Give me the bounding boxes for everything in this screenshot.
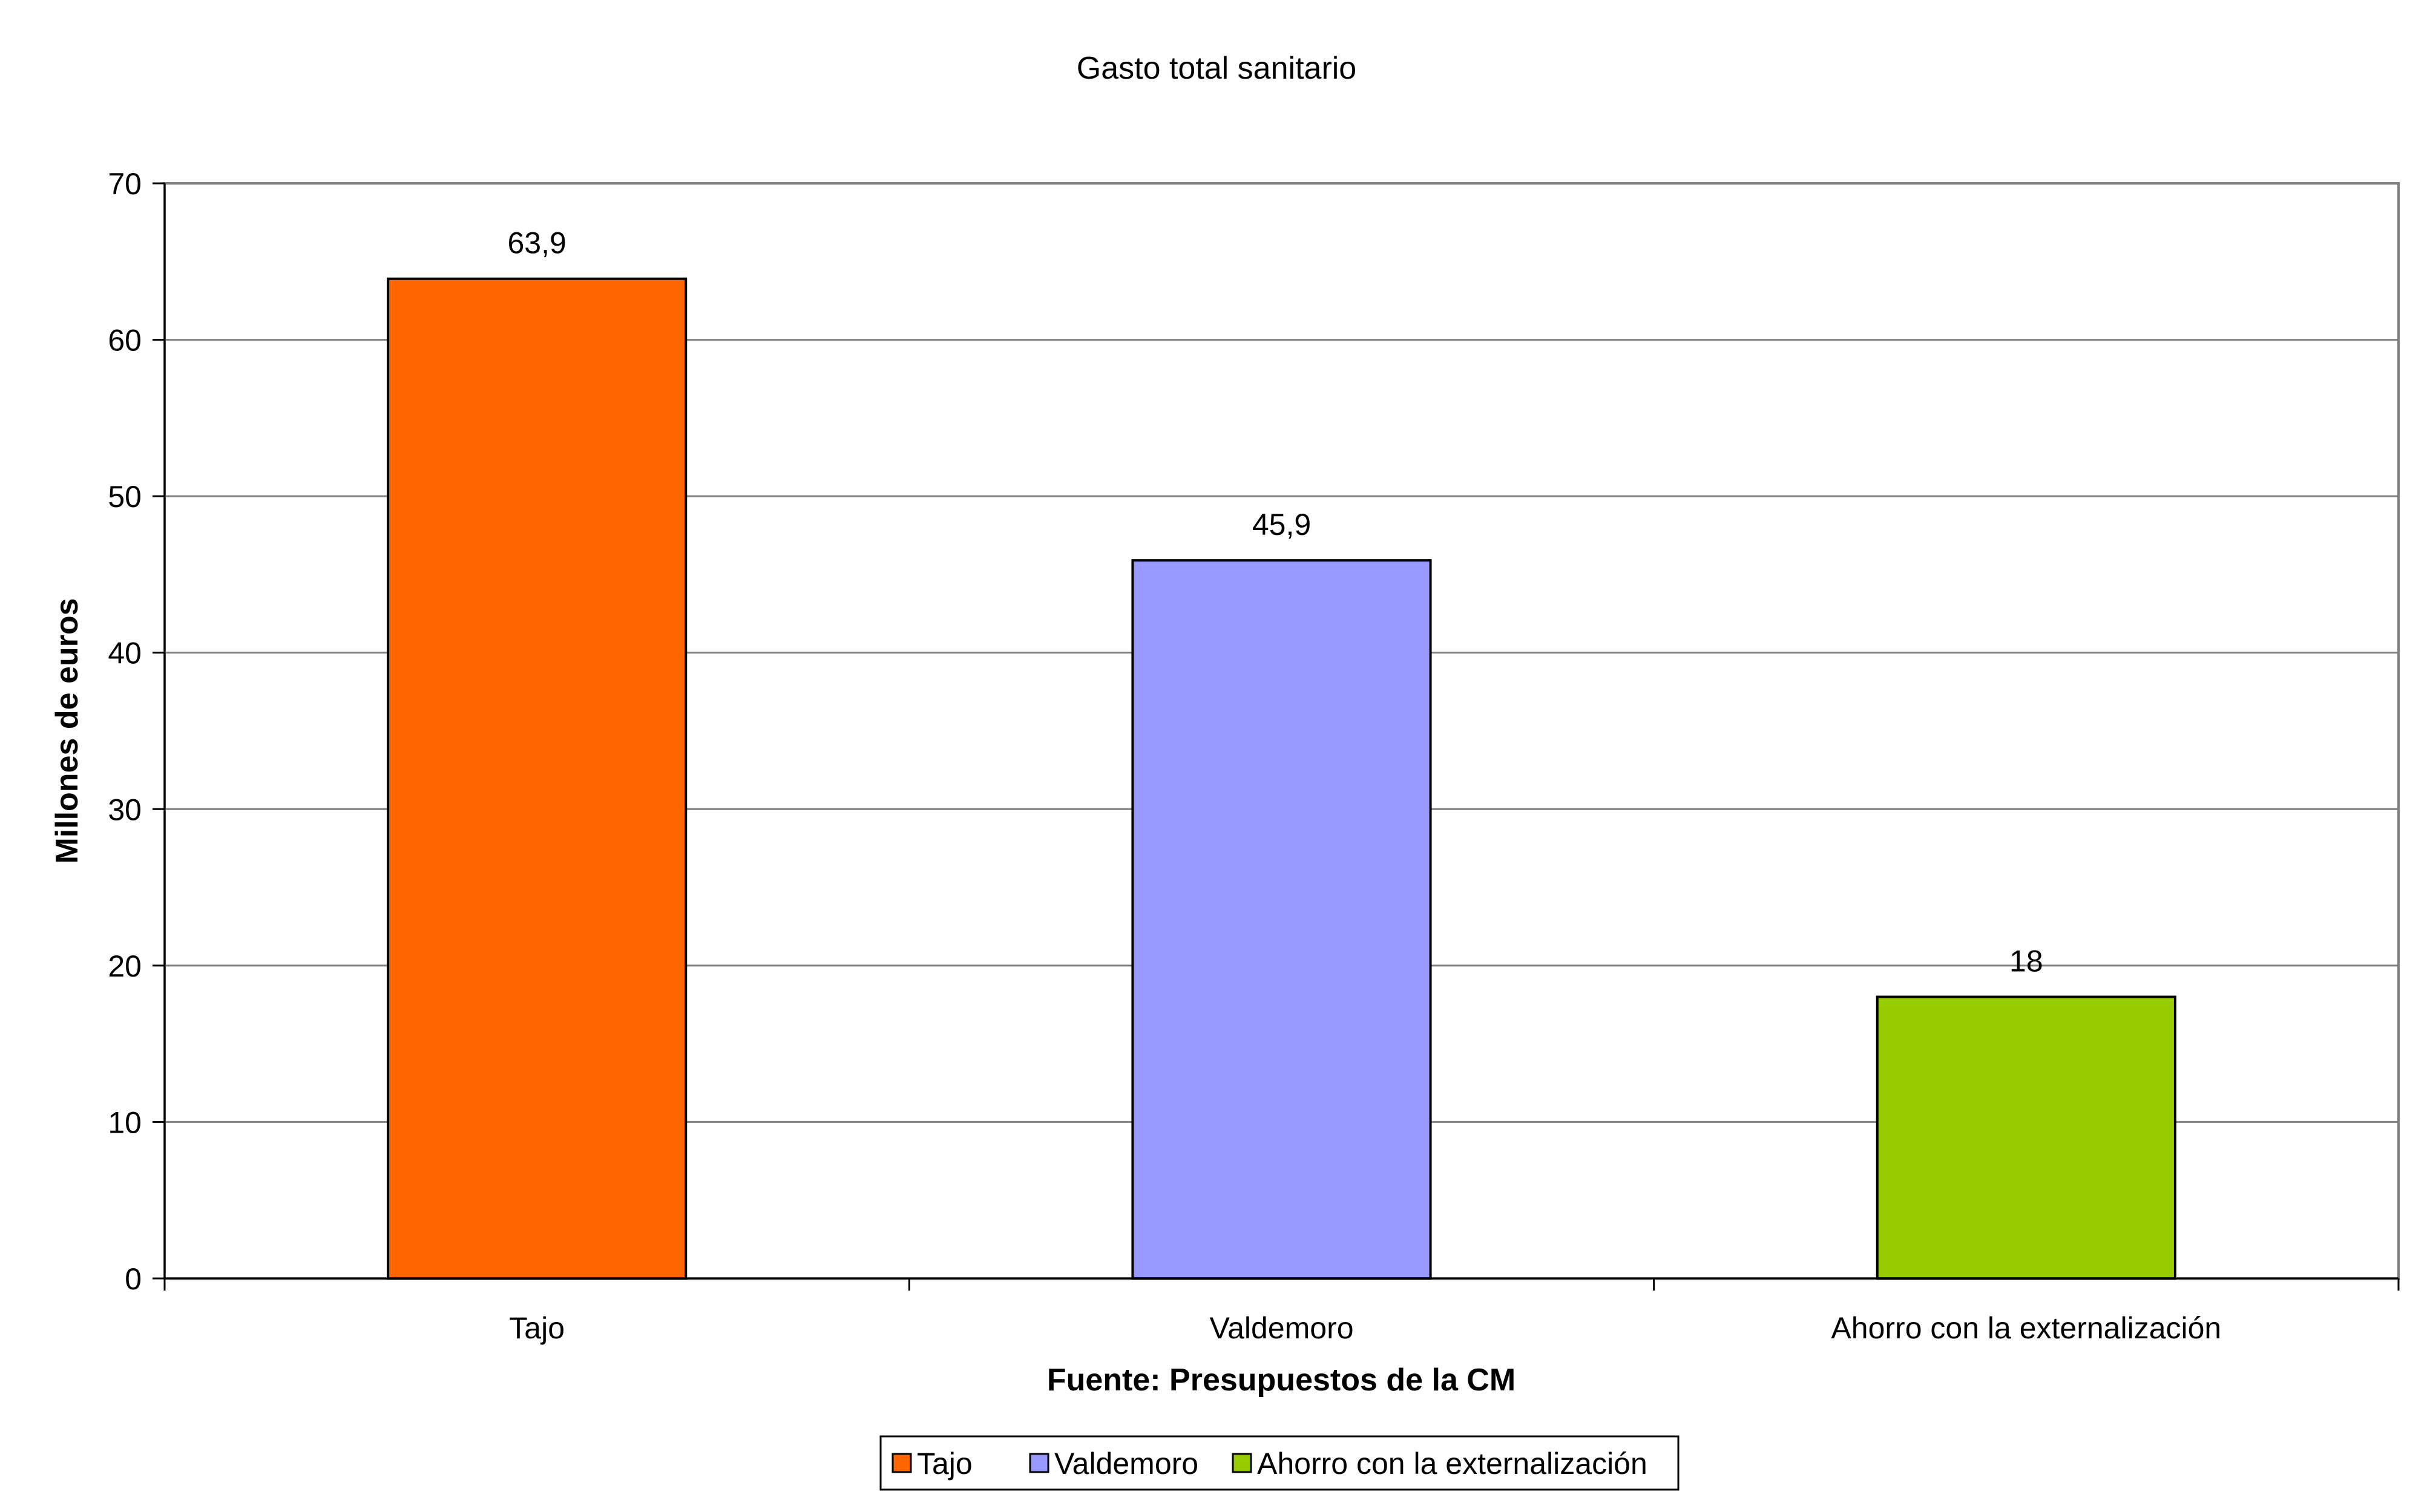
x-tick-label: Ahorro con la externalización xyxy=(1831,1311,2221,1345)
bar xyxy=(387,277,688,1280)
axes: 0 10 20 30 40 50 60 70 Tajo Valdemoro Ahorro con l… xyxy=(108,167,2400,1345)
y-tick-label: 60 xyxy=(108,324,142,358)
y-tick-label: 30 xyxy=(108,793,142,826)
legend-box xyxy=(879,1435,1680,1491)
y-tick-label: 40 xyxy=(108,637,142,670)
bar xyxy=(1131,559,1432,1280)
y-tick-label: 10 xyxy=(108,1105,142,1139)
x-tick-label: Valdemoro xyxy=(1209,1311,1353,1345)
y-tick-label: 20 xyxy=(108,949,142,983)
legend-swatch xyxy=(892,1453,912,1473)
data-label: 63,9 xyxy=(508,226,566,260)
bar xyxy=(1876,995,2176,1280)
y-tick-label: 70 xyxy=(108,167,142,201)
legend-label: Ahorro con la externalización xyxy=(1257,1447,1647,1481)
data-label: 18 xyxy=(2009,944,2043,978)
chart-title: Gasto total sanitario xyxy=(1077,51,1356,86)
legend-swatch xyxy=(1232,1453,1252,1473)
legend-label: Valdemoro xyxy=(1054,1447,1198,1481)
bars: 63,9 45,9 18 xyxy=(387,226,2176,1280)
legend-swatch xyxy=(1029,1453,1049,1473)
x-axis-label: Fuente: Presupuestos de la CM xyxy=(1047,1363,1515,1398)
data-label: 45,9 xyxy=(1252,508,1311,542)
x-tick-label: Tajo xyxy=(509,1311,565,1345)
legend-label: Tajo xyxy=(917,1447,973,1481)
y-axis-label: Millones de euros xyxy=(50,598,85,863)
y-tick-label: 50 xyxy=(108,480,142,514)
legend: Tajo Valdemoro Ahorro con la externalizaci… xyxy=(879,1435,1680,1491)
y-tick-label: 0 xyxy=(125,1262,142,1296)
